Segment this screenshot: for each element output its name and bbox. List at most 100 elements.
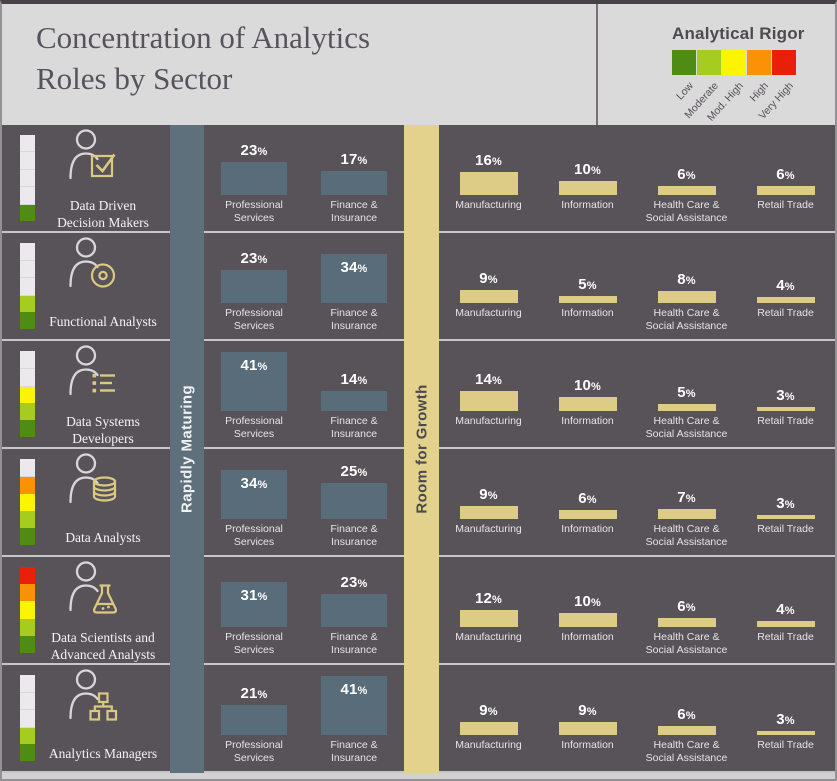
role-label: Functional Analysts (38, 306, 168, 339)
sector-bar-group: 6% Health Care & Social Assistance (637, 557, 736, 663)
sector-label: Manufacturing (455, 199, 522, 211)
role-cell: Data Driven Decision Makers (2, 125, 170, 231)
growth-sectors: 12% Manufacturing 10% Information 6% Health C… (439, 557, 835, 663)
sector-label: Information (561, 739, 614, 751)
role-label: Data Driven Decision Makers (38, 198, 168, 231)
bar-value-label: 21% (240, 685, 268, 702)
bar-area: 21% (204, 671, 304, 735)
bar-area: 17% (304, 131, 404, 195)
sector-bar-group: 23% Finance & Insurance (304, 557, 404, 663)
percent-sign: % (492, 375, 503, 387)
sector-label: Manufacturing (455, 307, 522, 319)
rigor-meter (20, 135, 35, 222)
sector-label: Health Care & Social Assistance (645, 739, 728, 765)
percent-sign: % (685, 170, 696, 182)
percent-sign: % (487, 490, 498, 502)
bar-area: 5% (637, 347, 736, 411)
percent-sign: % (357, 155, 368, 167)
sector-label: Information (561, 199, 614, 211)
bar-area: 14% (304, 347, 404, 411)
sector-bar-group: 9% Manufacturing (439, 233, 538, 339)
rigor-segment (20, 511, 35, 528)
rigor-segment (20, 635, 35, 654)
sector-bar-group: 34% Finance & Insurance (304, 233, 404, 339)
rapidly-maturing-band: Rapidly Maturing (170, 125, 204, 773)
sector-bar-group: 9% Manufacturing (439, 665, 538, 771)
percent-sign: % (685, 388, 696, 400)
sector-bar-group: 23% Professional Services (204, 125, 304, 231)
percent-sign: % (257, 591, 268, 603)
sector-label: Health Care & Social Assistance (645, 523, 728, 549)
percent-sign: % (487, 274, 498, 286)
sector-bar (756, 407, 815, 411)
sector-bar (221, 582, 287, 627)
sector-bar-group: 34% Professional Services (204, 449, 304, 555)
percent-sign: % (487, 706, 498, 718)
bar-value-label: 14% (474, 371, 503, 388)
maturing-sectors: 31% Professional Services 23% Finance & Ins… (204, 557, 404, 663)
rigor-segment (20, 386, 35, 404)
sector-bar (221, 162, 287, 195)
sector-bar (459, 391, 518, 411)
rigor-meter (20, 243, 35, 329)
bar-area: 41% (204, 347, 304, 411)
sector-bar (558, 722, 617, 735)
sector-label: Health Care & Social Assistance (645, 415, 728, 441)
role-label: Data Scientists and Advanced Analysts (38, 630, 168, 663)
percent-sign: % (357, 467, 368, 479)
legend-labels: Low Moderate Mod. High High Very High (672, 80, 812, 124)
role-label-line: Functional Analysts (49, 314, 157, 330)
sector-bar (221, 270, 287, 303)
sector-bar-group: 14% Finance & Insurance (304, 341, 404, 447)
percent-sign: % (257, 479, 268, 491)
sector-bar-group: 41% Finance & Insurance (304, 665, 404, 771)
percent-sign: % (685, 602, 696, 614)
sector-label: Finance & Insurance (330, 307, 378, 333)
legend-swatch-4 (772, 50, 796, 75)
bar-area: 14% (439, 347, 538, 411)
page-title-line2: Roles by Sector (36, 60, 233, 96)
sector-label: Professional Services (225, 523, 283, 549)
rigor-segment (20, 584, 35, 602)
maturing-sectors: 21% Professional Services 41% Finance & Ins… (204, 665, 404, 771)
sector-bar (221, 705, 287, 735)
sector-bar (756, 731, 815, 735)
bar-value-label: 4% (776, 277, 795, 294)
role-label: Analytics Managers (38, 738, 168, 771)
rigor-meter (20, 459, 35, 545)
bar-value-label: 34% (340, 259, 368, 276)
sector-bar-group: 25% Finance & Insurance (304, 449, 404, 555)
role-label-line: Advanced Analysts (50, 646, 156, 662)
person-disc-icon (62, 235, 120, 298)
bar-value-label: 41% (340, 681, 368, 698)
bar-area: 6% (736, 131, 835, 195)
sector-label: Health Care & Social Assistance (645, 631, 728, 657)
percent-sign: % (586, 280, 597, 292)
sector-bar-group: 9% Information (538, 665, 637, 771)
sector-bar-group: 10% Information (538, 557, 637, 663)
sector-bar (558, 181, 617, 195)
rigor-meter (20, 675, 35, 761)
person-flask-icon (62, 559, 120, 622)
sector-bar (321, 676, 387, 735)
sector-bar-group: 5% Information (538, 233, 637, 339)
sector-bar-group: 7% Health Care & Social Assistance (637, 449, 736, 555)
bar-area: 3% (736, 671, 835, 735)
sector-bar-group: 4% Retail Trade (736, 233, 835, 339)
sector-label: Finance & Insurance (330, 199, 378, 225)
legend-swatch-1 (697, 50, 721, 75)
bar-value-label: 4% (776, 601, 795, 618)
percent-sign: % (257, 361, 268, 373)
sector-bar (657, 291, 716, 303)
percent-sign: % (586, 706, 597, 718)
percent-sign: % (685, 493, 696, 505)
bar-value-label: 17% (340, 151, 368, 168)
sector-bar-group: 8% Health Care & Social Assistance (637, 233, 736, 339)
sector-bar-group: 10% Information (538, 125, 637, 231)
chart-body: Data Driven Decision Makers 23% Professiona… (2, 125, 835, 773)
bar-area: 10% (538, 563, 637, 627)
sector-bar-group: 6% Health Care & Social Assistance (637, 665, 736, 771)
sector-label: Professional Services (225, 199, 283, 225)
percent-sign: % (492, 594, 503, 606)
